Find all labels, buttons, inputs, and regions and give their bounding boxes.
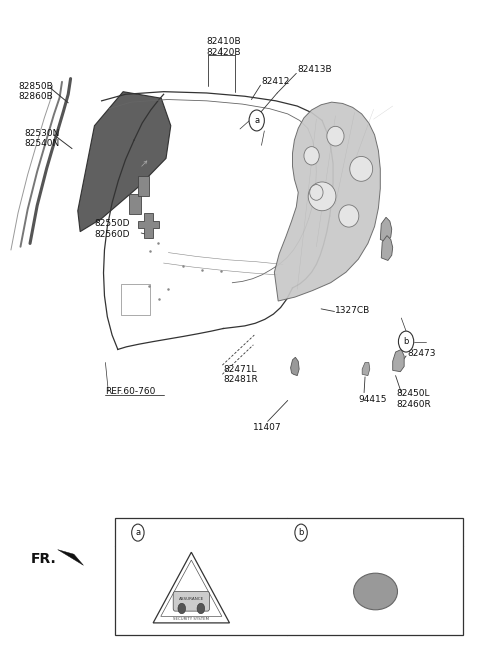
Text: REF.60-760: REF.60-760 <box>106 387 156 396</box>
Ellipse shape <box>339 205 359 227</box>
Ellipse shape <box>354 573 397 610</box>
FancyBboxPatch shape <box>173 591 209 611</box>
Text: 82412: 82412 <box>262 77 290 85</box>
Text: 82550D
82560D: 82550D 82560D <box>95 219 130 238</box>
Text: b: b <box>403 337 409 346</box>
Text: SECURITY SYSTEM: SECURITY SYSTEM <box>173 617 209 621</box>
Polygon shape <box>381 236 393 260</box>
Polygon shape <box>275 102 380 301</box>
Text: 82471L
82481R: 82471L 82481R <box>223 365 258 384</box>
Polygon shape <box>393 350 404 372</box>
Ellipse shape <box>308 182 336 211</box>
Bar <box>115 518 463 635</box>
Text: 82410B
82420B: 82410B 82420B <box>206 37 241 57</box>
Circle shape <box>398 331 414 352</box>
Ellipse shape <box>310 185 323 200</box>
Text: a: a <box>135 528 141 537</box>
Polygon shape <box>153 553 229 623</box>
Text: ASSURANCE: ASSURANCE <box>179 597 204 601</box>
Circle shape <box>178 603 186 614</box>
Text: 82850B
82860B: 82850B 82860B <box>18 82 53 101</box>
Circle shape <box>295 524 307 541</box>
Text: 82530N
82540N: 82530N 82540N <box>24 129 60 148</box>
Text: 1327CB: 1327CB <box>336 306 371 315</box>
Text: a: a <box>254 116 259 125</box>
Polygon shape <box>380 217 392 242</box>
Text: 82413B: 82413B <box>297 65 332 74</box>
Polygon shape <box>138 214 159 238</box>
Circle shape <box>249 110 264 131</box>
Ellipse shape <box>350 156 372 181</box>
Text: 1731JE: 1731JE <box>312 528 343 537</box>
Text: 96111A: 96111A <box>148 528 183 537</box>
Polygon shape <box>58 550 84 565</box>
Bar <box>120 284 150 315</box>
Text: 94415: 94415 <box>359 395 387 403</box>
Text: FR.: FR. <box>31 552 57 566</box>
Polygon shape <box>290 357 299 376</box>
Text: 82473: 82473 <box>407 349 435 358</box>
Polygon shape <box>362 363 370 376</box>
Bar <box>138 176 149 196</box>
Polygon shape <box>78 92 171 232</box>
Ellipse shape <box>327 126 344 146</box>
Circle shape <box>132 524 144 541</box>
Bar <box>129 194 141 214</box>
Polygon shape <box>161 560 222 616</box>
Text: 11407: 11407 <box>253 424 282 432</box>
Text: 82450L
82460R: 82450L 82460R <box>396 390 431 409</box>
Text: b: b <box>299 528 304 537</box>
Ellipse shape <box>304 147 319 165</box>
Circle shape <box>197 603 204 614</box>
